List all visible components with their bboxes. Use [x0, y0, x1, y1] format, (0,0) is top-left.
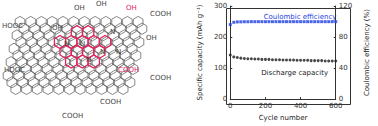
svg-text:N: N	[100, 48, 105, 56]
svg-text:N: N	[64, 40, 69, 48]
svg-text:COOH: COOH	[62, 112, 83, 120]
svg-text:OH: OH	[52, 24, 63, 32]
svg-text:100: 100	[214, 64, 227, 72]
svg-text:120: 120	[339, 2, 352, 10]
svg-text:HOOC: HOOC	[4, 66, 25, 74]
svg-text:N: N	[116, 48, 121, 56]
svg-text:HOOC: HOOC	[2, 22, 23, 30]
svg-text:600: 600	[329, 102, 342, 110]
svg-text:Specific capacity (mAh g⁻¹): Specific capacity (mAh g⁻¹)	[196, 4, 204, 100]
svg-text:Discharge capacity: Discharge capacity	[261, 69, 328, 77]
svg-text:OH: OH	[146, 34, 157, 42]
svg-text:0: 0	[228, 102, 232, 110]
svg-text:COOH: COOH	[118, 66, 139, 74]
svg-text:N: N	[80, 40, 85, 48]
svg-text:300: 300	[214, 2, 227, 10]
svg-text:OH: OH	[96, 0, 107, 8]
svg-text:0: 0	[223, 95, 227, 103]
svg-text:40: 40	[339, 64, 348, 72]
svg-text:Coulombic efficiency (%): Coulombic efficiency (%)	[363, 9, 371, 96]
svg-text:400: 400	[294, 102, 307, 110]
svg-text:200: 200	[259, 102, 272, 110]
svg-text:OH: OH	[126, 4, 137, 12]
svg-text:COOH: COOH	[150, 74, 171, 82]
svg-text:COOH: COOH	[100, 98, 121, 106]
svg-text:Coulombic efficiency: Coulombic efficiency	[264, 13, 337, 21]
svg-text:200: 200	[214, 33, 227, 41]
svg-text:N: N	[86, 56, 91, 64]
svg-text:80: 80	[339, 33, 348, 41]
svg-text:COOH: COOH	[150, 10, 171, 18]
svg-text:0: 0	[338, 95, 344, 104]
svg-text:OH: OH	[74, 4, 85, 12]
svg-text:N: N	[110, 28, 115, 36]
svg-text:Cycle number: Cycle number	[259, 114, 308, 122]
